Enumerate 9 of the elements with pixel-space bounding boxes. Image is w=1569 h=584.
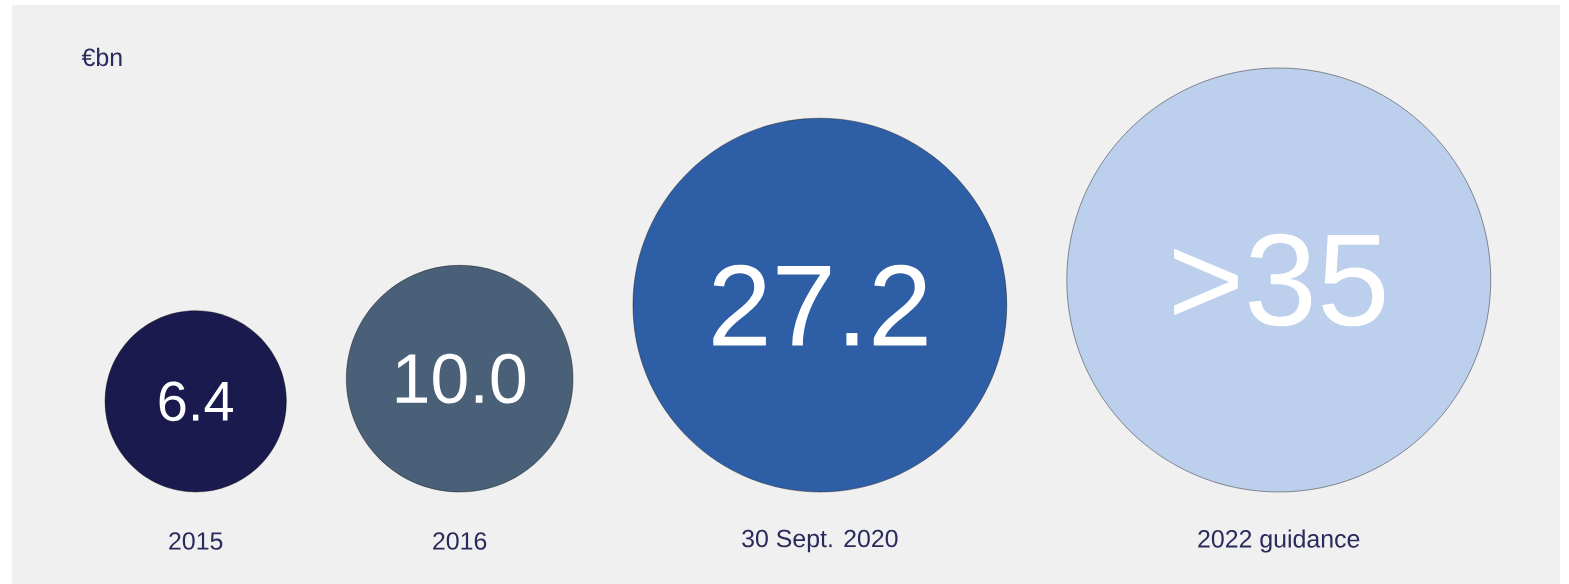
category-label: 30 Sept. 2020 <box>742 529 898 553</box>
category-label: 2015 <box>169 532 223 550</box>
data-label: 27.2 <box>713 264 927 346</box>
text: €bn <box>81 47 122 67</box>
data-label: 6.4 <box>159 381 233 422</box>
data-label: 10.0 <box>396 353 526 404</box>
category-label: 2022 guidance <box>1198 529 1360 553</box>
data-label: >35 <box>1174 233 1385 327</box>
category-label: 2016 <box>433 532 487 550</box>
